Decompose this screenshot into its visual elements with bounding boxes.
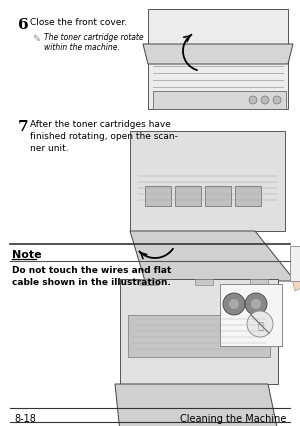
Text: ✋: ✋ (257, 319, 263, 329)
Bar (195, 279, 213, 285)
Polygon shape (143, 45, 293, 65)
Circle shape (261, 97, 269, 105)
Text: The toner cartridge rotate
within the machine.: The toner cartridge rotate within the ma… (44, 33, 144, 52)
Text: After the toner cartridges have
finished rotating, open the scan-
ner unit.: After the toner cartridges have finished… (30, 120, 178, 152)
Bar (220, 284, 282, 346)
Polygon shape (130, 132, 285, 231)
Bar (250, 279, 268, 285)
Polygon shape (148, 10, 288, 110)
Bar (290, 246, 300, 281)
Bar (140, 279, 158, 285)
Circle shape (245, 294, 267, 315)
Polygon shape (153, 92, 286, 110)
Bar (145, 187, 171, 207)
Text: 7: 7 (18, 120, 28, 134)
Text: 8-18: 8-18 (14, 413, 36, 423)
Polygon shape (120, 279, 278, 384)
Polygon shape (115, 384, 278, 426)
Circle shape (229, 299, 239, 309)
Circle shape (251, 299, 261, 309)
Bar (235, 187, 261, 207)
Circle shape (249, 97, 257, 105)
Text: Note: Note (12, 249, 42, 259)
Circle shape (223, 294, 245, 315)
Bar (205, 187, 231, 207)
Text: 6: 6 (18, 18, 28, 32)
Polygon shape (130, 231, 295, 281)
Text: Do not touch the wires and flat
cable shown in the illustration.: Do not touch the wires and flat cable sh… (12, 265, 171, 286)
Circle shape (273, 97, 281, 105)
Text: Close the front cover.: Close the front cover. (30, 18, 127, 27)
Polygon shape (290, 262, 300, 291)
Circle shape (247, 311, 273, 337)
Text: Cleaning the Machine: Cleaning the Machine (180, 413, 286, 423)
Bar (175, 187, 201, 207)
Text: ✎: ✎ (32, 34, 40, 44)
Bar (128, 315, 270, 357)
